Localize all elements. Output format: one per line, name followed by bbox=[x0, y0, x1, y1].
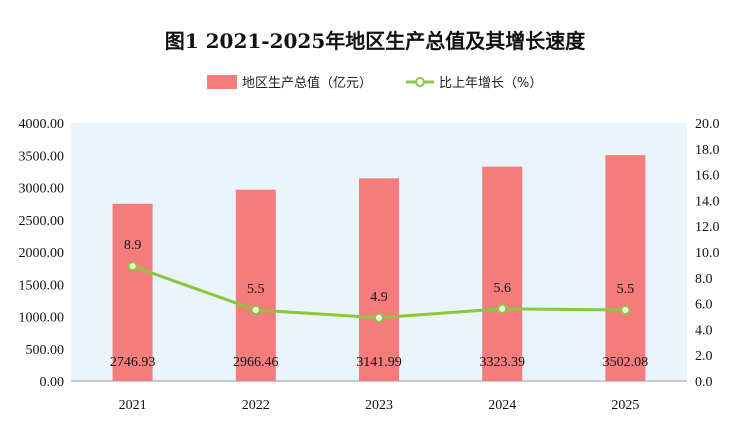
y-left-tick-label: 4000.00 bbox=[19, 117, 65, 132]
bar bbox=[605, 155, 646, 381]
growth-point bbox=[497, 303, 508, 314]
y-right-tick-label: 14.0 bbox=[695, 194, 720, 209]
y-right-tick-label: 0.0 bbox=[695, 375, 713, 390]
y-left-tick-label: 3000.00 bbox=[19, 182, 65, 197]
y-right-tick-label: 16.0 bbox=[695, 169, 720, 184]
bar bbox=[112, 203, 153, 381]
x-tick-label: 2023 bbox=[365, 398, 393, 413]
line-series: 8.9 5.5 4.9 5.6 5.5 bbox=[124, 238, 635, 323]
growth-value-label: 5.5 bbox=[247, 282, 265, 297]
y-left-axis: 0.00 500.00 1000.00 1500.00 2000.00 2500.00 30… bbox=[19, 117, 65, 390]
x-tick-label: 2024 bbox=[488, 398, 516, 413]
x-tick-label: 2021 bbox=[119, 398, 147, 413]
y-right-tick-label: 10.0 bbox=[695, 246, 720, 261]
x-tick-label: 2022 bbox=[242, 398, 270, 413]
legend-bar-label: 地区生产总值（亿元） bbox=[242, 75, 372, 91]
legend-bar-swatch bbox=[207, 75, 237, 89]
y-left-tick-label: 0.00 bbox=[40, 375, 65, 390]
bar-series: 2746.93 2966.46 3141.99 3323.39 3502.08 bbox=[110, 155, 648, 381]
y-left-tick-label: 2500.00 bbox=[19, 214, 65, 229]
y-left-tick-label: 500.00 bbox=[26, 343, 65, 358]
y-right-tick-label: 20.0 bbox=[695, 117, 720, 132]
y-right-tick-label: 8.0 bbox=[695, 272, 713, 287]
y-left-tick-label: 1500.00 bbox=[19, 278, 65, 293]
y-right-tick-label: 2.0 bbox=[695, 349, 713, 364]
x-axis-ticks: 2021 2022 2023 2024 2025 bbox=[119, 398, 640, 413]
growth-point bbox=[127, 261, 138, 272]
bar bbox=[235, 189, 276, 381]
y-right-tick-label: 4.0 bbox=[695, 323, 713, 338]
legend: 地区生产总值（亿元） 比上年增长（%） bbox=[207, 75, 542, 91]
bar bbox=[482, 166, 523, 381]
bar-value-label: 3502.08 bbox=[603, 355, 649, 370]
y-left-tick-label: 2000.00 bbox=[19, 246, 65, 261]
bar-value-label: 3323.39 bbox=[479, 355, 525, 370]
bar bbox=[359, 178, 399, 381]
growth-value-label: 5.5 bbox=[617, 282, 635, 297]
legend-line-marker bbox=[415, 77, 425, 87]
y-right-tick-label: 6.0 bbox=[695, 298, 713, 313]
growth-value-label: 8.9 bbox=[124, 238, 142, 253]
y-left-tick-label: 3500.00 bbox=[19, 149, 65, 164]
y-right-tick-label: 12.0 bbox=[695, 220, 720, 235]
growth-value-label: 5.6 bbox=[493, 281, 511, 296]
y-left-tick-label: 1000.00 bbox=[19, 311, 65, 326]
chart-title: 图1 2021-2025年地区生产总值及其增长速度 bbox=[165, 29, 587, 53]
bar-value-label: 3141.99 bbox=[356, 355, 402, 370]
bar-value-label: 2746.93 bbox=[110, 355, 156, 370]
growth-point bbox=[250, 305, 261, 316]
legend-line-label: 比上年增长（%） bbox=[439, 76, 542, 91]
bar-value-label: 2966.46 bbox=[233, 355, 279, 370]
y-right-axis: 0.0 2.0 4.0 6.0 8.0 10.0 12.0 14.0 16.0 18.0 20.0 bbox=[695, 117, 720, 390]
growth-point bbox=[374, 312, 384, 323]
x-tick-label: 2025 bbox=[611, 398, 639, 413]
y-right-tick-label: 18.0 bbox=[695, 143, 720, 158]
growth-value-label: 4.9 bbox=[370, 290, 388, 305]
growth-point bbox=[620, 305, 631, 316]
